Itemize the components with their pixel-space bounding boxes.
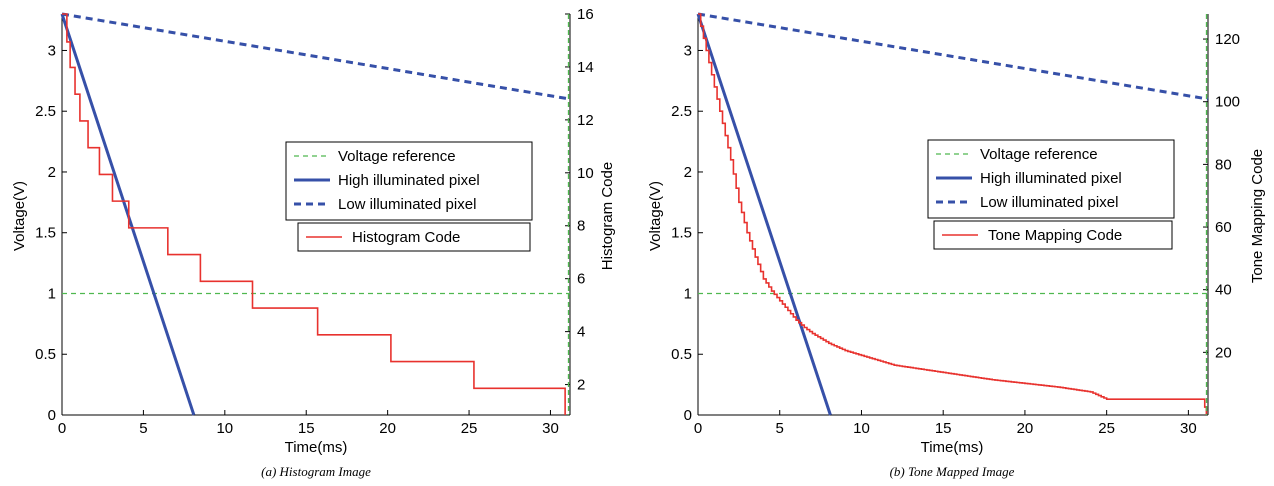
panel-a-legend2 [297,222,531,252]
panel-b-ylabel: Voltage(V) [647,181,664,251]
panel-a-y-tick-label: 1 [48,285,56,302]
plot-area-b: 0 5 10 15 20 25 30 0 0.5 1 1.5 2 2.5 3 20 40 60 80 100 120 V… [671,12,1240,437]
panel-a-caption: (a) Histogram Image [261,464,371,479]
panel-b-legend2-label: Tone Mapping Code [988,227,1122,244]
panel-a-legend-label: High illuminated pixel [338,172,480,189]
panel-a-legend-label: Low illuminated pixel [338,196,476,213]
panel-b-x-tick-label: 0 [694,420,702,437]
panel-a-y-tick-label: 0 [48,407,56,424]
panel-a-y2-tick-label: 10 [577,165,594,182]
panel-a-x-tick-label: 5 [139,420,147,437]
panel-b-x-tick-label: 15 [935,420,952,437]
panel-a-y-tick-label: 2 [48,164,56,181]
panel-b-y2-tick-label: 60 [1215,219,1232,236]
panel-b-y-tick-label: 0 [684,407,692,424]
panel-a-x-tick-label: 30 [542,420,559,437]
panel-a-y-tick-label: 2.5 [35,103,56,120]
panel-b-y-tick-label: 1 [684,285,692,302]
panel-b-y-tick-label: 0.5 [671,346,692,363]
panel-b-y2-tick-label: 80 [1215,156,1232,173]
panel-a-x-tick-label: 0 [58,420,66,437]
panel-a-y2-tick-label: 4 [577,324,585,341]
panel-b-series-low-illuminated-pixel [697,12,1209,101]
plot-area-a: 0 5 10 15 20 25 30 0 0.5 1 1.5 2 2.5 3 2 4 6 8 10 12 14 16 Vol… [35,6,594,437]
panel-b-y-tick-label: 3 [684,42,692,59]
panel-b-y-tick-label: 2.5 [671,103,692,120]
panel-b-legend-label: Voltage reference [980,146,1098,163]
panel-b-x-tick-label: 30 [1180,420,1197,437]
panel-a-y2-tick-label: 12 [577,112,594,129]
panel-b-x-tick-label: 5 [776,420,784,437]
panel-a-ylabel: Voltage(V) [11,181,28,251]
panel-b-y2-tick-label: 20 [1215,344,1232,361]
panel-a-y2label: Histogram Code [599,162,616,270]
panel-a-y2-tick-label: 8 [577,218,585,235]
panel-a-x-tick-label: 10 [216,420,233,437]
panel-b-series-high-illuminated-pixel [696,13,832,416]
panel-a-y2-tick-label: 16 [577,6,594,23]
panel-b-legend-label: Low illuminated pixel [980,194,1118,211]
panel-a: 0 5 10 15 20 25 30 0 0.5 1 1.5 2 2.5 3 2 4 6 8 10 12 14 16 Vol… [11,6,616,479]
panel-b: 0 5 10 15 20 25 30 0 0.5 1 1.5 2 2.5 3 20 40 60 80 100 120 V… [647,12,1266,479]
panel-a-y-tick-label: 0.5 [35,346,56,363]
panel-a-legend2-label: Histogram Code [352,229,460,246]
panel-b-y2-tick-label: 100 [1215,94,1240,111]
panel-b-x-tick-label: 20 [1017,420,1034,437]
panel-b-xlabel: Time(ms) [921,439,984,456]
panel-a-y2-tick-label: 14 [577,59,594,76]
panel-a-x-tick-label: 25 [461,420,478,437]
panel-a-y2-tick-label: 6 [577,271,585,288]
panel-b-y2label: Tone Mapping Code [1249,149,1266,283]
panel-b-x-tick-label: 10 [853,420,870,437]
panel-b-x-tick-label: 25 [1098,420,1115,437]
panel-a-legend-label: Voltage reference [338,148,456,165]
panel-a-y2-tick-label: 2 [577,377,585,394]
panel-b-series-tone-mapping-code [698,13,1208,415]
panel-b-legend-label: High illuminated pixel [980,170,1122,187]
panel-a-x-tick-label: 15 [298,420,315,437]
panel-b-y-tick-label: 2 [684,164,692,181]
panel-a-series-histogram-code [62,13,566,415]
panel-a-x-tick-label: 20 [379,420,396,437]
panel-a-series-low-illuminated-pixel [61,12,571,101]
panel-a-y-tick-label: 1.5 [35,225,56,242]
panel-a-y-tick-label: 3 [48,42,56,59]
panel-b-y2-tick-label: 40 [1215,282,1232,299]
panel-b-y-tick-label: 1.5 [671,225,692,242]
panel-a-xlabel: Time(ms) [285,439,348,456]
panel-b-caption: (b) Tone Mapped Image [890,464,1015,479]
panel-b-y2-tick-label: 120 [1215,31,1240,48]
panel-a-series-high-illuminated-pixel [60,13,196,416]
